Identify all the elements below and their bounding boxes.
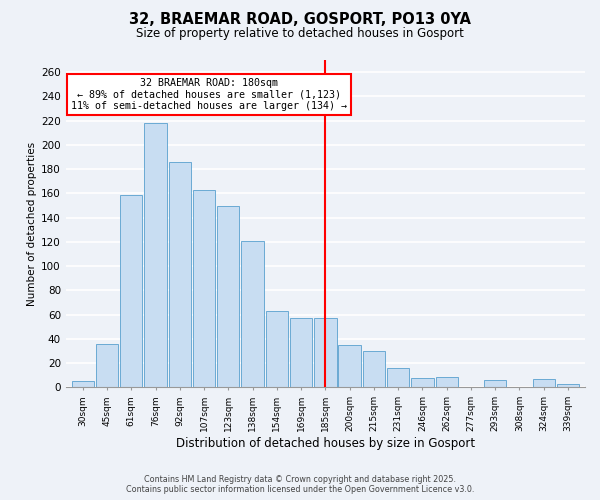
Bar — [241, 240, 264, 388]
Bar — [533, 379, 555, 388]
Bar — [169, 162, 191, 388]
Bar — [193, 190, 215, 388]
Text: 32 BRAEMAR ROAD: 180sqm
← 89% of detached houses are smaller (1,123)
11% of semi: 32 BRAEMAR ROAD: 180sqm ← 89% of detache… — [71, 78, 347, 112]
Text: Contains HM Land Registry data © Crown copyright and database right 2025.
Contai: Contains HM Land Registry data © Crown c… — [126, 474, 474, 494]
Y-axis label: Number of detached properties: Number of detached properties — [27, 142, 37, 306]
Bar — [411, 378, 434, 388]
Bar — [436, 376, 458, 388]
Bar — [120, 194, 142, 388]
Bar — [314, 318, 337, 388]
Bar — [484, 380, 506, 388]
Bar — [363, 351, 385, 388]
Bar — [145, 123, 167, 388]
Bar — [290, 318, 312, 388]
Text: Size of property relative to detached houses in Gosport: Size of property relative to detached ho… — [136, 28, 464, 40]
Bar — [96, 344, 118, 388]
Bar — [557, 384, 579, 388]
X-axis label: Distribution of detached houses by size in Gosport: Distribution of detached houses by size … — [176, 437, 475, 450]
Text: 32, BRAEMAR ROAD, GOSPORT, PO13 0YA: 32, BRAEMAR ROAD, GOSPORT, PO13 0YA — [129, 12, 471, 28]
Bar — [217, 206, 239, 388]
Bar — [387, 368, 409, 388]
Bar — [338, 345, 361, 388]
Bar — [266, 311, 288, 388]
Bar — [71, 382, 94, 388]
